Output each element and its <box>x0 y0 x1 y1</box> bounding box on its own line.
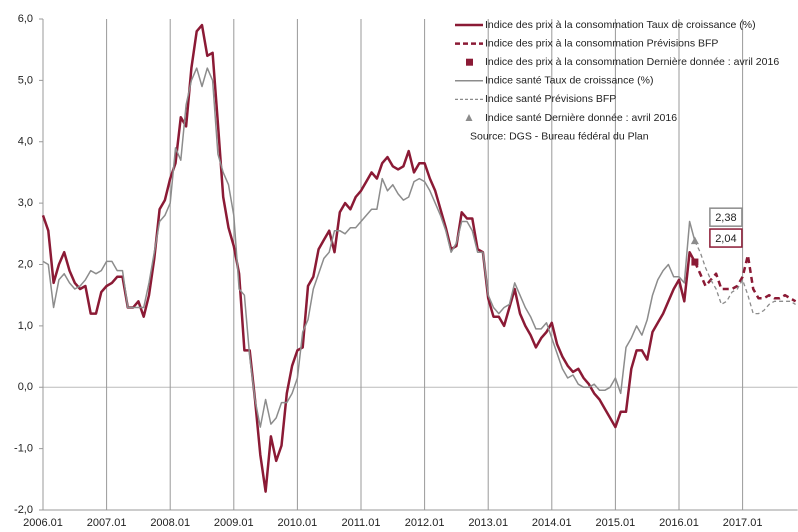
x-tick-label: 2008.01 <box>150 517 190 529</box>
y-tick-label: -1,0 <box>14 443 33 455</box>
series-line <box>694 240 796 315</box>
series-line <box>41 23 696 493</box>
legend-label: Indice des prix à la consommation Derniè… <box>485 56 779 68</box>
marker <box>691 258 699 266</box>
value-label: 2,04 <box>715 233 736 245</box>
y-tick-label: 5,0 <box>18 74 33 86</box>
value-label: 2,38 <box>715 212 736 224</box>
x-tick-label: 2016.01 <box>659 517 699 529</box>
x-tick-label: 2006.01 <box>23 517 63 529</box>
legend-label: Indice des prix à la consommation Taux d… <box>485 19 756 31</box>
series-line <box>693 254 797 303</box>
marker <box>690 236 699 245</box>
legend-label: Indice santé Taux de croissance (%) <box>485 75 653 87</box>
y-tick-label: 4,0 <box>18 136 33 148</box>
x-tick-label: 2011.01 <box>342 517 381 529</box>
x-tick-label: 2013.01 <box>468 517 508 529</box>
y-tick-label: 6,0 <box>18 13 33 25</box>
legend-label: Indice des prix à la consommation Prévis… <box>485 37 718 49</box>
legend-label: Indice santé Prévisions BFP <box>485 93 616 105</box>
series-line <box>42 67 696 428</box>
x-tick-label: 2010.01 <box>278 517 318 529</box>
value-label-box <box>709 228 743 248</box>
y-tick-label: 3,0 <box>18 197 33 209</box>
y-tick-label: 0,0 <box>18 381 33 393</box>
legend-label: Indice santé Dernière donnée : avril 201… <box>485 112 677 124</box>
legend-swatch <box>466 58 473 66</box>
y-tick-label: -2,0 <box>14 504 33 516</box>
y-tick-label: 2,0 <box>18 258 33 270</box>
x-tick-label: 2009.01 <box>214 517 254 529</box>
annotation: Source: DGS - Bureau fédéral du Plan <box>470 130 649 142</box>
value-label-box <box>709 207 743 227</box>
legend-swatch <box>465 114 473 121</box>
x-tick-label: 2017.01 <box>723 517 763 529</box>
y-tick-label: 1,0 <box>18 320 33 332</box>
x-tick-label: 2012.01 <box>405 517 445 529</box>
x-tick-label: 2007.01 <box>87 517 127 529</box>
x-tick-label: 2014.01 <box>532 517 572 529</box>
x-tick-label: 2015.01 <box>596 517 636 529</box>
